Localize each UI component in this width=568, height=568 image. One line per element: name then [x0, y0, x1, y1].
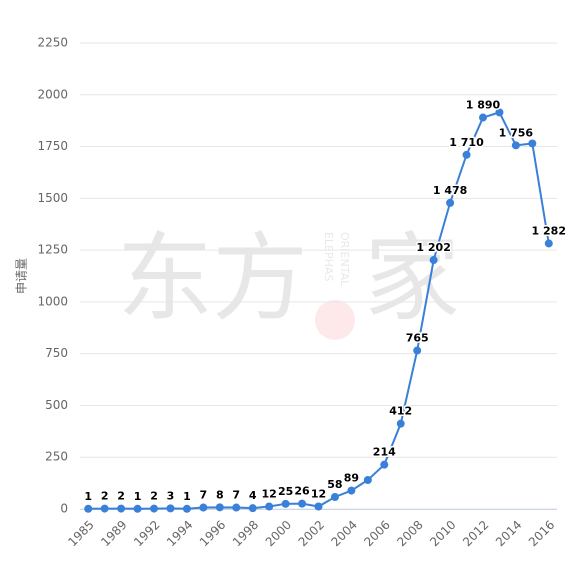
data-label: 2: [150, 490, 158, 503]
data-point: [413, 346, 422, 355]
data-point: [281, 499, 290, 508]
x-tick-label: 2004: [328, 518, 359, 549]
x-tick-label: 1989: [98, 518, 129, 549]
watermark-char: 家: [364, 222, 460, 334]
data-point: [495, 108, 504, 117]
data-point: [232, 503, 241, 512]
data-label: 1 282: [532, 224, 566, 237]
data-label: 26: [294, 485, 310, 498]
data-point: [265, 502, 274, 511]
data-point: [363, 476, 372, 485]
x-tick-label: 2014: [493, 518, 524, 549]
y-tick-label: 1250: [37, 243, 68, 257]
x-tick-label: 2006: [361, 518, 392, 549]
data-point: [182, 504, 191, 513]
x-tick-label: 2000: [263, 518, 294, 549]
watermark: 东 方 家 ORIENTAL ELEPHAS: [117, 222, 460, 334]
data-label: 1: [183, 490, 191, 503]
y-tick-label: 1500: [37, 191, 68, 205]
y-tick-label: 1000: [37, 294, 68, 308]
watermark-sub: ELEPHAS: [322, 232, 335, 281]
data-point: [133, 504, 142, 513]
data-label: 412: [389, 405, 412, 418]
data-point: [330, 492, 339, 501]
y-axis-label: 申请量: [15, 258, 29, 294]
data-label: 58: [327, 478, 342, 491]
x-tick-label: 1996: [197, 518, 228, 549]
x-tick-label: 1994: [164, 518, 195, 549]
x-tick-label: 1998: [230, 518, 261, 549]
data-label: 214: [373, 446, 396, 459]
data-point: [429, 256, 438, 265]
x-tick-label: 1985: [65, 518, 96, 549]
data-point: [117, 504, 126, 513]
x-tick-label: 2012: [460, 518, 491, 549]
y-tick-label: 500: [45, 398, 68, 412]
data-point: [314, 502, 323, 511]
data-point: [462, 150, 471, 159]
data-label: 12: [311, 488, 326, 501]
data-label: 765: [406, 332, 429, 345]
data-point: [511, 141, 520, 150]
data-label: 8: [216, 488, 224, 501]
y-tick-label: 750: [45, 346, 68, 360]
data-label: 1 478: [433, 184, 467, 197]
x-tick-label: 1992: [131, 518, 162, 549]
data-label: 12: [261, 488, 276, 501]
data-point: [380, 460, 389, 469]
data-label: 25: [278, 485, 293, 498]
data-label: 89: [344, 472, 359, 485]
data-point: [248, 504, 257, 513]
data-label: 1: [134, 490, 142, 503]
data-label: 4: [249, 489, 257, 502]
data-point: [446, 198, 455, 207]
data-point: [150, 504, 159, 513]
data-point: [166, 504, 175, 513]
data-point: [100, 504, 109, 513]
data-point: [84, 504, 93, 513]
x-tick-label: 2002: [296, 518, 327, 549]
y-tick-label: 1750: [37, 139, 68, 153]
watermark-char: 东: [117, 222, 213, 334]
data-label: 7: [200, 489, 208, 502]
x-tick-label: 2008: [394, 518, 425, 549]
data-label: 1 710: [449, 136, 484, 149]
data-label: 1 890: [466, 99, 501, 112]
y-tick-label: 2250: [37, 36, 68, 50]
data-point: [478, 113, 487, 122]
data-point: [544, 239, 553, 248]
data-label: 2: [101, 490, 109, 503]
data-point: [528, 139, 537, 148]
y-tick-label: 0: [60, 502, 68, 516]
data-label: 1: [84, 490, 92, 503]
y-tick-label: 2000: [37, 87, 68, 101]
watermark-sub: ORIENTAL: [338, 232, 351, 287]
data-label: 7: [232, 489, 240, 502]
watermark-char: 方: [212, 222, 308, 334]
data-label: 1 756: [499, 126, 534, 139]
data-point: [199, 503, 208, 512]
data-label: 1 202: [416, 241, 450, 254]
x-tick-label: 2016: [526, 518, 557, 549]
watermark-dot: [315, 300, 355, 340]
x-tick-label: 2010: [427, 518, 458, 549]
data-label: 3: [167, 489, 175, 502]
y-tick-label: 250: [45, 450, 68, 464]
data-point: [298, 499, 307, 508]
data-label: 2: [117, 490, 125, 503]
data-point: [215, 503, 224, 512]
data-point: [347, 486, 356, 495]
data-point: [396, 419, 405, 428]
